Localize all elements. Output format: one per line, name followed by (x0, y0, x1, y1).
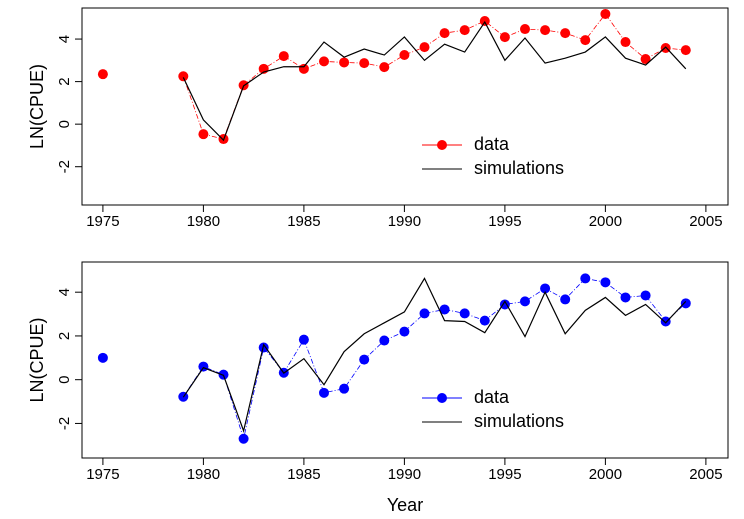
legend-label: data (474, 387, 510, 407)
legend-label: simulations (474, 411, 564, 431)
series-line (182, 13, 686, 140)
series-line (182, 277, 687, 433)
data-point (258, 342, 269, 353)
data-point (439, 28, 450, 39)
x-tick-label: 1985 (287, 466, 320, 483)
data-point (379, 62, 390, 73)
legend-label: simulations (474, 158, 564, 178)
data-point (419, 42, 430, 53)
y-tick-label: -2 (56, 160, 73, 173)
x-tick-label: 2005 (689, 466, 722, 483)
data-point (620, 37, 631, 48)
y-axis-title: LN(CPUE) (27, 317, 47, 402)
data-point (600, 8, 611, 19)
x-tick-label: 1995 (488, 466, 521, 483)
data-point (399, 326, 410, 337)
legend-marker (437, 140, 447, 150)
plot-frame (81, 7, 729, 206)
data-point (620, 292, 631, 303)
data-point (519, 24, 530, 35)
legend-label: data (474, 134, 510, 154)
x-tick-label: 1975 (86, 213, 119, 230)
legend-marker (437, 393, 447, 403)
x-tick-label: 2000 (589, 466, 622, 483)
data-point (399, 50, 410, 61)
x-tick-label: 1990 (388, 213, 421, 230)
x-tick-label: 1990 (388, 466, 421, 483)
x-tick-label: 1975 (86, 466, 119, 483)
data-point (580, 273, 591, 284)
data-point (97, 352, 108, 363)
data-point (540, 25, 551, 36)
x-tick-label: 2005 (689, 213, 722, 230)
data-point (600, 277, 611, 288)
data-point (640, 54, 651, 65)
data-point (479, 315, 490, 326)
x-tick-label: 1995 (488, 213, 521, 230)
data-point (419, 308, 430, 319)
y-tick-label: 4 (56, 288, 73, 296)
data-point (278, 51, 289, 62)
y-tick-label: 4 (56, 35, 73, 43)
data-point (580, 35, 591, 46)
data-point (459, 25, 470, 36)
data-point (499, 32, 510, 43)
data-point (97, 69, 108, 80)
data-point (680, 298, 691, 309)
data-point (379, 335, 390, 346)
data-point (680, 45, 691, 56)
data-point (459, 308, 470, 319)
data-point (439, 304, 450, 315)
data-point (218, 369, 229, 380)
data-point (560, 294, 571, 305)
data-point (298, 63, 309, 74)
data-point (339, 57, 350, 68)
plot-frame (81, 261, 729, 459)
x-axis-title: Year (387, 495, 423, 515)
data-point (198, 129, 209, 140)
y-axis-title: LN(CPUE) (27, 64, 47, 149)
data-point (339, 383, 350, 394)
series-line (182, 20, 687, 142)
data-point (318, 56, 329, 67)
x-tick-label: 1980 (187, 213, 220, 230)
y-tick-label: 0 (56, 120, 73, 128)
data-point (359, 58, 370, 69)
data-point (660, 316, 671, 327)
data-point (519, 296, 530, 307)
x-tick-label: 1985 (287, 213, 320, 230)
y-tick-label: -2 (56, 417, 73, 430)
data-point (540, 283, 551, 294)
data-point (359, 354, 370, 365)
data-point (238, 433, 249, 444)
data-point (298, 334, 309, 345)
data-point (178, 71, 189, 82)
y-tick-label: 0 (56, 376, 73, 384)
y-tick-label: 2 (56, 332, 73, 340)
x-tick-label: 1980 (187, 466, 220, 483)
data-point (198, 361, 209, 372)
data-point (560, 28, 571, 39)
x-tick-label: 2000 (589, 213, 622, 230)
data-point (318, 387, 329, 398)
data-point (640, 290, 651, 301)
y-tick-label: 2 (56, 77, 73, 85)
